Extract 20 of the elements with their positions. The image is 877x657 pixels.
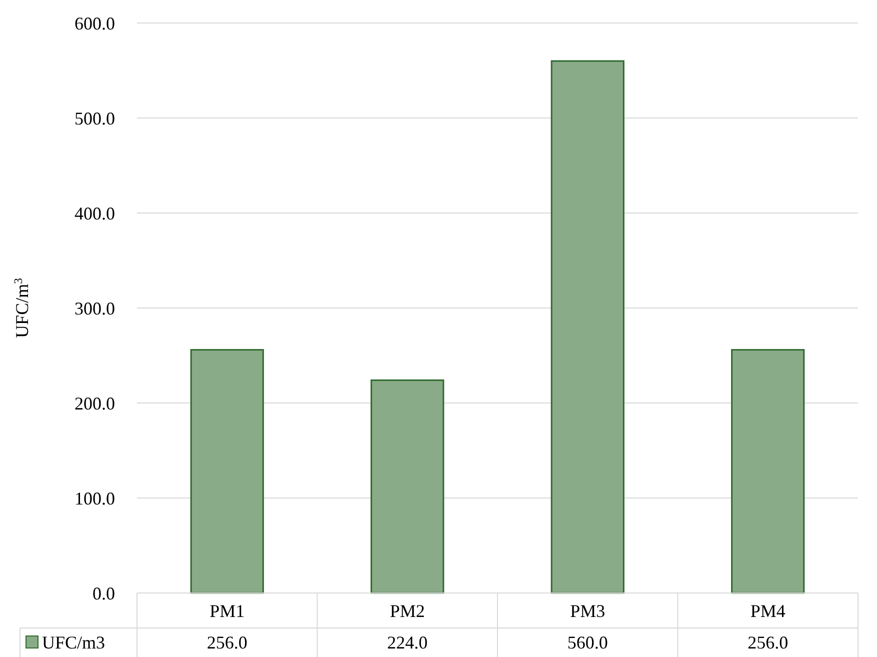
x-tick-label: PM4 bbox=[750, 600, 786, 621]
bar bbox=[550, 60, 624, 594]
y-tick-label: 200.0 bbox=[74, 393, 115, 414]
data-label: 224.0 bbox=[387, 632, 428, 652]
bar bbox=[190, 349, 264, 594]
y-tick-label: 500.0 bbox=[74, 108, 115, 128]
data-label: 256.0 bbox=[206, 632, 248, 652]
y-tick-label: 600.0 bbox=[74, 13, 115, 34]
bar bbox=[370, 379, 444, 594]
legend-label: UFC/m3 bbox=[42, 632, 106, 652]
y-tick-label: 400.0 bbox=[74, 203, 115, 224]
data-label: 560.0 bbox=[567, 632, 608, 652]
y-tick-label: 100.0 bbox=[74, 488, 115, 508]
x-tick-label: PM1 bbox=[210, 600, 245, 621]
data-label: 256.0 bbox=[748, 632, 788, 652]
x-tick-label: PM2 bbox=[390, 600, 425, 621]
y-tick-label: 300.0 bbox=[74, 298, 115, 318]
bar bbox=[731, 349, 805, 594]
x-tick-label: PM3 bbox=[570, 600, 606, 621]
y-tick-label: 0.0 bbox=[92, 583, 115, 604]
